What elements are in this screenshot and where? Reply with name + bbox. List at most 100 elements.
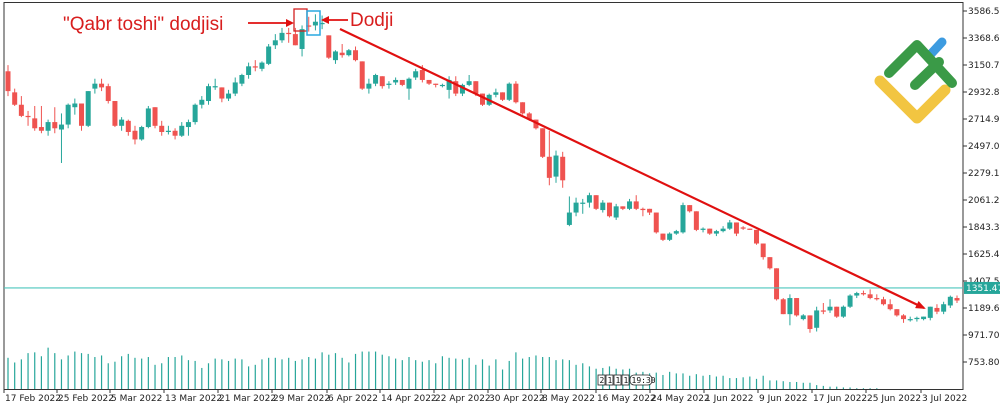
candle bbox=[921, 316, 927, 321]
candle bbox=[713, 229, 719, 237]
candle bbox=[159, 120, 165, 136]
candle bbox=[79, 103, 85, 131]
doji-highlight bbox=[306, 10, 321, 36]
price-tick-label: 2714.90 bbox=[968, 115, 1000, 125]
candle bbox=[827, 299, 833, 313]
candle bbox=[860, 290, 866, 296]
candle bbox=[500, 92, 506, 102]
candle bbox=[707, 228, 713, 235]
candle bbox=[840, 305, 846, 318]
candle bbox=[660, 233, 666, 242]
candle bbox=[52, 107, 58, 134]
price-tick-label: 3368.60 bbox=[968, 34, 1000, 44]
candle bbox=[386, 81, 392, 89]
candle bbox=[640, 207, 646, 217]
candle bbox=[105, 83, 111, 104]
candle bbox=[573, 197, 579, 217]
candle bbox=[199, 96, 205, 109]
candle bbox=[700, 227, 706, 233]
candle bbox=[480, 93, 485, 106]
candle bbox=[92, 78, 98, 94]
candle bbox=[620, 206, 626, 211]
date-tick-label: 13 Mar 2022 bbox=[165, 394, 222, 404]
candle bbox=[219, 87, 225, 103]
candle bbox=[847, 294, 853, 308]
candle bbox=[566, 196, 572, 227]
candle bbox=[65, 103, 71, 129]
candle bbox=[754, 229, 760, 245]
price-tick-label: 1189.60 bbox=[968, 304, 1000, 314]
candle bbox=[680, 202, 686, 234]
date-tick-label: 17 Jun 2022 bbox=[813, 394, 867, 404]
candle bbox=[359, 61, 365, 90]
price-tick-label: 971.70 bbox=[968, 331, 1000, 341]
candle bbox=[306, 16, 312, 32]
candle bbox=[747, 228, 753, 230]
svg-text:1: 1 bbox=[616, 376, 621, 385]
candle bbox=[673, 229, 679, 235]
brand-logo bbox=[874, 37, 957, 124]
date-tick-label: 14 Apr 2022 bbox=[381, 394, 437, 404]
date-tick-label: 22 Apr 2022 bbox=[435, 394, 491, 404]
price-tick-label: 753.80 bbox=[968, 358, 1000, 368]
candle bbox=[406, 77, 412, 100]
price-tick-label: 1625.40 bbox=[968, 250, 1000, 260]
price-axis: 3586.50 3368.60 3150.70 2932.80 2714.90 2497.… bbox=[963, 7, 1000, 368]
price-tick-label: 2279.10 bbox=[968, 169, 1000, 179]
candle bbox=[954, 295, 960, 303]
candle bbox=[506, 82, 512, 102]
candle bbox=[459, 83, 465, 97]
candle bbox=[720, 226, 726, 233]
candle bbox=[426, 79, 432, 85]
candle bbox=[767, 257, 773, 270]
date-tick-label: 17 Feb 2022 bbox=[5, 394, 61, 404]
candle bbox=[5, 65, 11, 97]
candle bbox=[45, 119, 51, 136]
candle bbox=[433, 83, 439, 88]
candle bbox=[353, 46, 359, 62]
candle bbox=[179, 122, 185, 137]
logo-green-chevron bbox=[884, 40, 957, 88]
candle bbox=[232, 77, 238, 97]
date-tick-label: 29 Mar 2022 bbox=[273, 394, 330, 404]
date-tick-label: 16 May 2022 bbox=[597, 394, 656, 404]
candle bbox=[132, 125, 138, 145]
candle bbox=[927, 306, 933, 321]
candle bbox=[125, 119, 131, 136]
candle bbox=[185, 119, 191, 136]
candle bbox=[780, 298, 786, 315]
candle bbox=[119, 117, 125, 131]
candle bbox=[493, 88, 499, 98]
candle bbox=[25, 110, 31, 126]
candle bbox=[733, 222, 739, 237]
date-tick-label: 25 Jun 2022 bbox=[867, 394, 921, 404]
candle bbox=[366, 78, 372, 94]
candle bbox=[687, 205, 693, 213]
candle bbox=[339, 44, 345, 58]
date-tick-label: 24 May 2022 bbox=[651, 394, 710, 404]
candle bbox=[653, 212, 659, 234]
gravestone-doji-label: "Qabr toshi" dodjisi bbox=[63, 14, 223, 35]
candle bbox=[947, 295, 953, 308]
candle bbox=[800, 314, 806, 321]
candle bbox=[72, 98, 78, 115]
price-tick-label: 3150.70 bbox=[968, 61, 1000, 71]
candle bbox=[99, 78, 105, 92]
date-tick-label: 25 Feb 2022 bbox=[58, 394, 114, 404]
date-tick-label: 8 May 2022 bbox=[542, 394, 595, 404]
candle bbox=[633, 195, 639, 211]
candle bbox=[787, 294, 793, 326]
candle bbox=[693, 211, 699, 232]
gravestone-doji-highlight bbox=[293, 8, 308, 32]
candle bbox=[593, 195, 599, 211]
downtrend-line bbox=[339, 28, 926, 309]
candle bbox=[286, 27, 292, 43]
candle bbox=[513, 81, 519, 104]
date-tick-label: 3 Jul 2022 bbox=[922, 394, 967, 404]
candle bbox=[807, 315, 813, 333]
candle bbox=[580, 198, 586, 214]
candle bbox=[112, 101, 118, 128]
candle bbox=[32, 105, 38, 131]
